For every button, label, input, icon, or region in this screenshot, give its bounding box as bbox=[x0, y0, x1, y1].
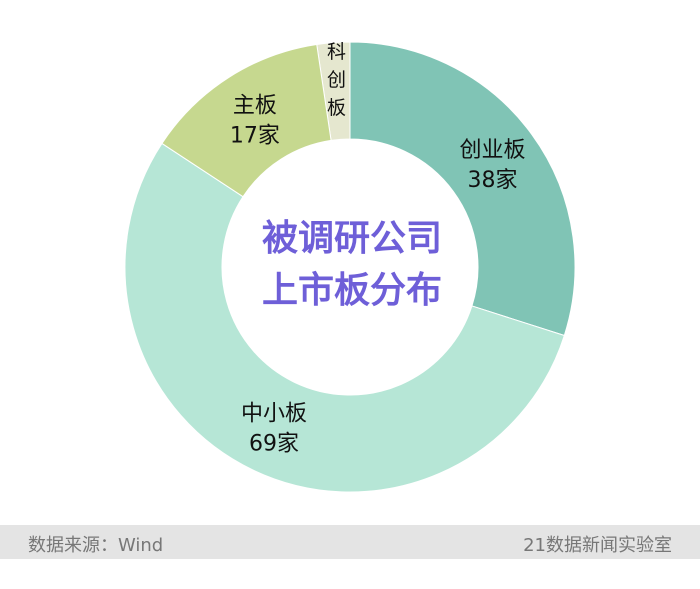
slice-value-label: 17家 bbox=[230, 123, 280, 148]
slice-label: 创 bbox=[327, 69, 346, 91]
source-text: 数据来源：Wind bbox=[28, 535, 164, 556]
slice-创业板 bbox=[349, 41, 576, 337]
slice-value-label: 38家 bbox=[468, 168, 518, 193]
slice-label: 主板 bbox=[233, 93, 277, 118]
slice-中小板 bbox=[124, 142, 565, 493]
footer-bar: 数据来源：Wind 21数据新闻实验室 bbox=[0, 525, 700, 559]
chart-title-line-2: 上市板分布 bbox=[262, 270, 442, 311]
slice-label: 中小板 bbox=[241, 401, 307, 426]
credit-text: 21数据新闻实验室 bbox=[523, 535, 672, 556]
slice-value-label: 69家 bbox=[249, 431, 299, 456]
slice-label: 科 bbox=[327, 41, 346, 63]
slice-label: 板 bbox=[327, 97, 346, 119]
chart-title-line-1: 被调研公司 bbox=[262, 218, 442, 259]
slice-label: 创业板 bbox=[460, 138, 526, 163]
slice-主板 bbox=[161, 43, 332, 198]
